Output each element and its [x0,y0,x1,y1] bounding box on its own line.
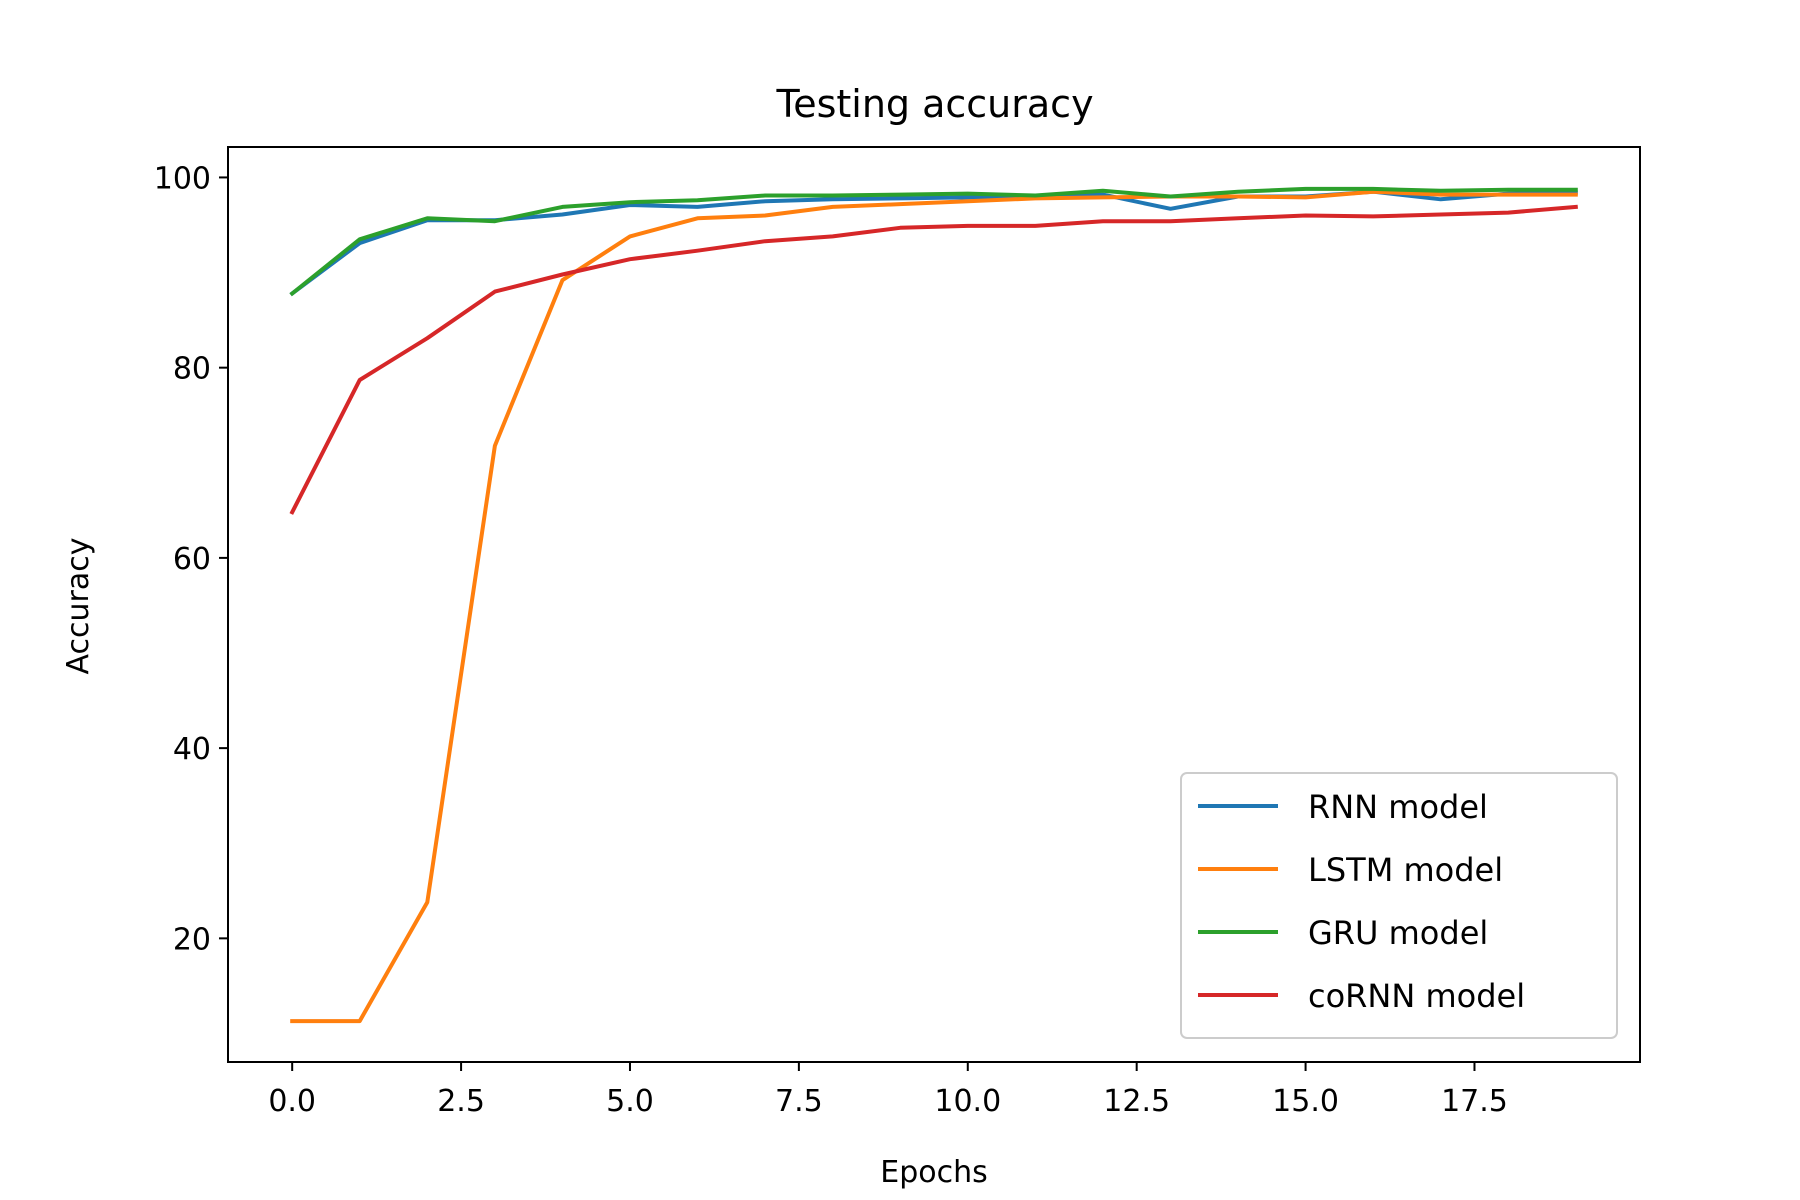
series-line-gru-model [289,186,1578,297]
x-tick-label: 10.0 [934,1084,1001,1119]
legend-items: RNN model LSTM model GRU model coRNN model [1198,788,1525,1015]
y-tick-label: 40 [173,732,211,767]
plot-frame [227,146,1641,1063]
x-tick-label: 17.5 [1441,1084,1508,1119]
legend-label: RNN model [1308,788,1488,826]
legend-label: GRU model [1308,914,1488,952]
series-line-cornn-model [289,204,1578,515]
chart-title: Testing accuracy [775,82,1093,126]
x-axis-label: Epochs [880,1155,988,1190]
legend-label: coRNN model [1308,977,1525,1015]
legend-label: LSTM model [1308,851,1503,889]
y-tick-label: 100 [154,161,211,196]
legend: RNN model LSTM model GRU model coRNN model [1180,772,1618,1039]
x-tick-label: 7.5 [775,1084,823,1119]
y-tick-label: 80 [173,352,211,387]
y-axis-label: Accuracy [61,538,96,675]
x-tick-label: 12.5 [1103,1084,1170,1119]
x-tick-label: 2.5 [437,1084,485,1119]
x-tick-label: 5.0 [606,1084,654,1119]
y-tick-label: 20 [173,922,211,957]
y-axis: 20 40 60 80 100 [154,161,228,957]
y-tick-label: 60 [173,542,211,577]
x-tick-label: 0.0 [268,1084,316,1119]
plot-area [289,186,1578,1024]
x-tick-label: 15.0 [1272,1084,1339,1119]
legend-frame [1180,772,1618,1039]
x-axis: 0.0 2.5 5.0 7.5 10.0 12.5 15.0 17.5 [268,1062,1508,1119]
series-line-lstm-model [290,189,1578,1024]
